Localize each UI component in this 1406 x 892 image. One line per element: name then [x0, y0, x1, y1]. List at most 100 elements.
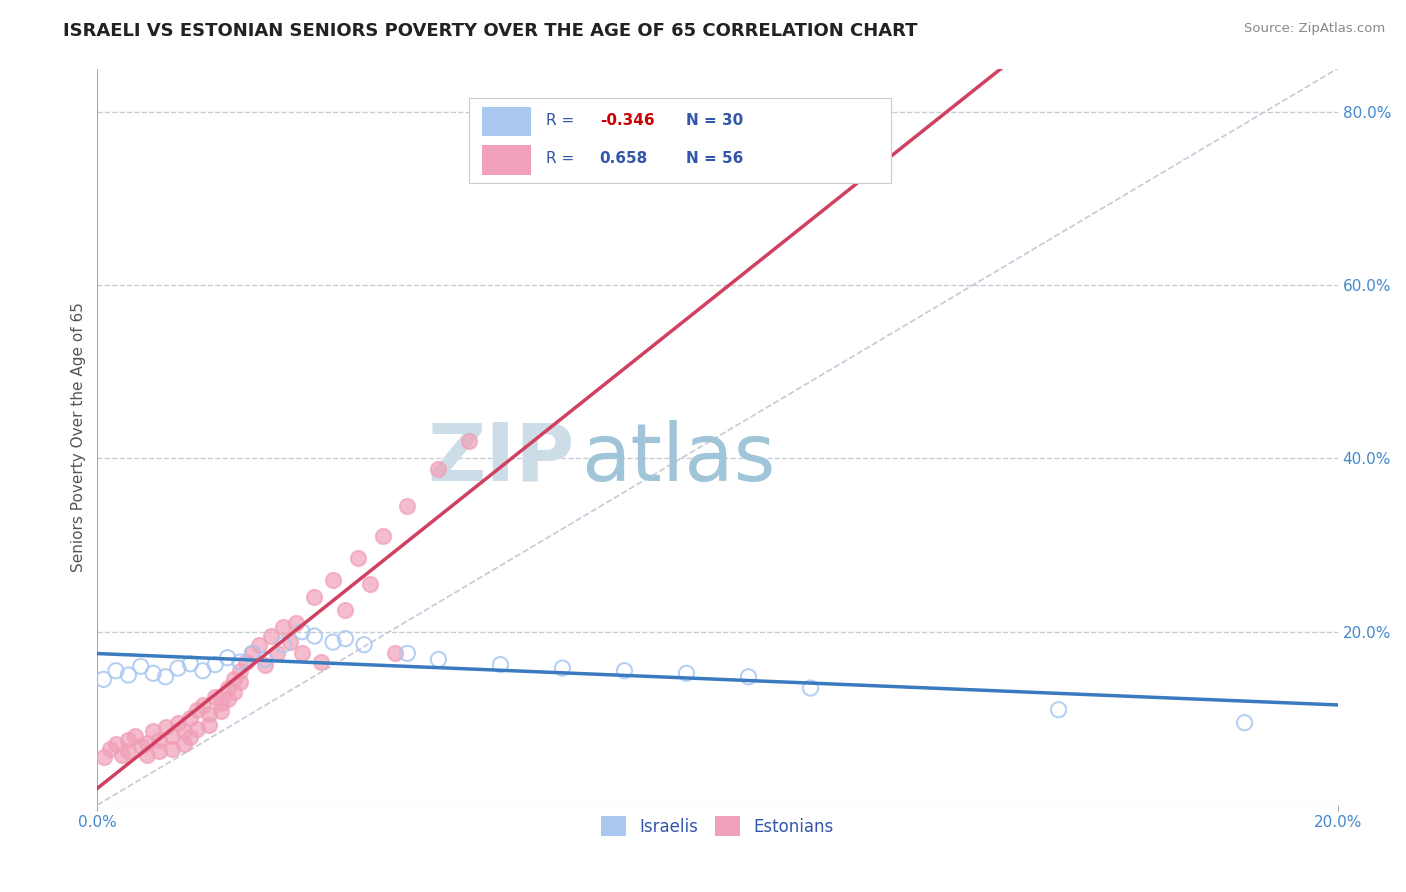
Point: [191, 664, 214, 678]
Point: [247, 638, 270, 652]
Point: [204, 657, 226, 672]
Text: R =: R =: [547, 112, 579, 128]
Text: ISRAELI VS ESTONIAN SENIORS POVERTY OVER THE AGE OF 65 CORRELATION CHART: ISRAELI VS ESTONIAN SENIORS POVERTY OVER…: [63, 22, 918, 40]
Point: [242, 646, 264, 660]
Point: [93, 750, 115, 764]
Point: [160, 741, 183, 756]
Point: [229, 664, 252, 678]
Point: [304, 629, 326, 643]
Point: [209, 705, 232, 719]
Point: [142, 666, 165, 681]
Point: [155, 720, 177, 734]
Point: [384, 646, 406, 660]
Point: [242, 646, 264, 660]
Point: [396, 499, 419, 513]
Point: [179, 711, 201, 725]
Point: [427, 652, 450, 666]
Point: [129, 739, 152, 753]
Point: [93, 673, 115, 687]
Point: [346, 551, 368, 566]
FancyBboxPatch shape: [482, 107, 531, 136]
Point: [136, 736, 159, 750]
Point: [335, 632, 357, 646]
Point: [191, 698, 214, 713]
Point: [613, 664, 636, 678]
Point: [179, 731, 201, 745]
Point: [427, 462, 450, 476]
Point: [253, 652, 276, 666]
Point: [1233, 715, 1256, 730]
Point: [675, 666, 697, 681]
Point: [359, 577, 381, 591]
Point: [124, 729, 146, 743]
Point: [229, 675, 252, 690]
Point: [142, 724, 165, 739]
Y-axis label: Seniors Poverty Over the Age of 65: Seniors Poverty Over the Age of 65: [72, 301, 86, 572]
Point: [111, 747, 134, 762]
Point: [551, 661, 574, 675]
Text: atlas: atlas: [581, 420, 776, 498]
Point: [148, 733, 170, 747]
Point: [371, 529, 394, 543]
Point: [167, 715, 190, 730]
Point: [217, 692, 239, 706]
Text: N = 30: N = 30: [686, 112, 744, 128]
Point: [155, 670, 177, 684]
FancyBboxPatch shape: [470, 98, 891, 183]
Point: [278, 635, 301, 649]
Point: [117, 744, 139, 758]
Point: [291, 624, 314, 639]
Point: [98, 741, 121, 756]
Point: [186, 722, 208, 736]
Point: [186, 703, 208, 717]
Point: [167, 661, 190, 675]
Point: [217, 681, 239, 695]
Point: [799, 681, 821, 695]
Point: [489, 657, 512, 672]
Text: 0.658: 0.658: [600, 151, 648, 166]
Point: [148, 744, 170, 758]
Text: -0.346: -0.346: [600, 112, 654, 128]
Text: ZIP: ZIP: [427, 420, 575, 498]
Point: [737, 670, 759, 684]
Point: [458, 434, 481, 449]
Point: [217, 650, 239, 665]
Point: [104, 737, 127, 751]
Point: [204, 690, 226, 704]
FancyBboxPatch shape: [482, 145, 531, 175]
Point: [335, 603, 357, 617]
Point: [322, 635, 344, 649]
Text: R =: R =: [547, 151, 579, 166]
Legend: Israelis, Estonians: Israelis, Estonians: [593, 807, 842, 845]
Point: [104, 664, 127, 678]
Text: Source: ZipAtlas.com: Source: ZipAtlas.com: [1244, 22, 1385, 36]
Point: [291, 646, 314, 660]
Point: [1047, 703, 1070, 717]
Point: [253, 657, 276, 672]
Point: [136, 747, 159, 762]
Point: [235, 655, 257, 669]
Point: [273, 638, 295, 652]
Point: [209, 696, 232, 710]
Point: [273, 620, 295, 634]
Point: [260, 629, 283, 643]
Point: [198, 706, 221, 721]
Point: [222, 673, 245, 687]
Point: [229, 655, 252, 669]
Point: [322, 573, 344, 587]
Point: [222, 685, 245, 699]
Text: N = 56: N = 56: [686, 151, 744, 166]
Point: [396, 646, 419, 660]
Point: [160, 729, 183, 743]
Point: [309, 655, 332, 669]
Point: [173, 724, 195, 739]
Point: [198, 718, 221, 732]
Point: [173, 737, 195, 751]
Point: [117, 733, 139, 747]
Point: [266, 646, 288, 660]
Point: [179, 657, 201, 671]
Point: [304, 590, 326, 604]
Point: [117, 668, 139, 682]
Point: [353, 638, 375, 652]
Point: [284, 615, 307, 630]
